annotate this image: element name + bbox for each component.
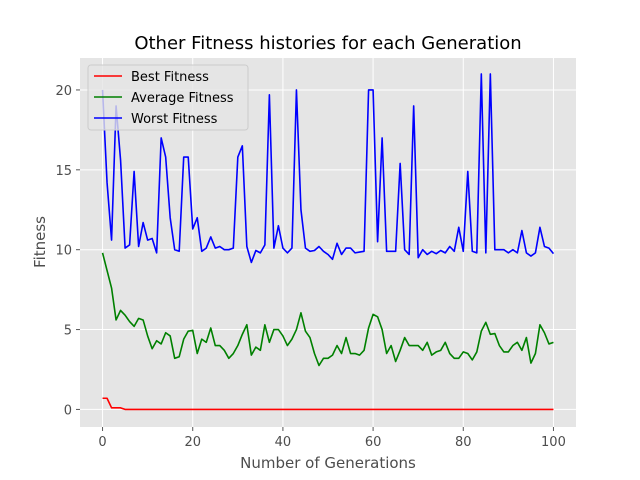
- legend: Best Fitness Average Fitness Worst Fitness: [87, 64, 249, 131]
- y-tick-label: 5: [64, 324, 72, 339]
- x-tick-label: 20: [184, 435, 201, 450]
- average-fitness-line: [101, 252, 554, 367]
- y-tick-label: 0: [64, 403, 72, 418]
- x-tick-label: 80: [455, 435, 472, 450]
- y-axis-label: Fitness: [31, 216, 49, 268]
- series-lines: [101, 73, 555, 411]
- x-tick-label: 60: [365, 435, 382, 450]
- x-axis-ticks: 0 20 40 60 80 100: [98, 427, 566, 450]
- best-fitness-line: [102, 397, 554, 411]
- y-tick-label: 20: [55, 84, 72, 99]
- legend-box: [87, 64, 249, 131]
- y-axis-ticks: 0 5 10 15 20: [55, 84, 80, 418]
- y-tick-label: 15: [55, 164, 72, 179]
- worst-fitness-line: [101, 73, 555, 264]
- x-tick-label: 40: [275, 435, 292, 450]
- legend-label-best-fitness: Best Fitness: [131, 70, 209, 85]
- legend-label-average-fitness: Average Fitness: [131, 91, 234, 106]
- y-tick-label: 10: [55, 244, 72, 259]
- legend-label-worst-fitness: Worst Fitness: [131, 112, 218, 127]
- x-tick-label: 100: [541, 435, 566, 450]
- x-tick-label: 0: [98, 435, 106, 450]
- chart-title: Other Fitness histories for each Generat…: [134, 33, 521, 54]
- x-axis-label: Number of Generations: [240, 454, 416, 472]
